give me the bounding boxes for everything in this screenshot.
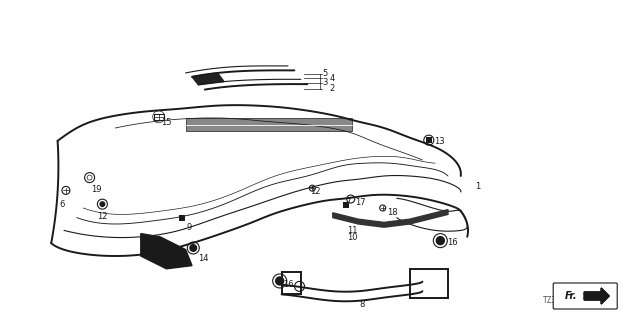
Text: 19: 19	[91, 185, 101, 194]
Bar	[186, 118, 352, 131]
Bar	[342, 202, 349, 208]
Polygon shape	[192, 73, 224, 85]
Polygon shape	[333, 210, 448, 227]
Text: 13: 13	[434, 137, 445, 146]
Bar	[179, 215, 186, 220]
Text: 7: 7	[346, 198, 351, 207]
Text: 12: 12	[97, 212, 108, 221]
Text: 3: 3	[322, 78, 327, 87]
Text: 16: 16	[283, 280, 294, 289]
Text: 16: 16	[447, 238, 458, 247]
Text: 6: 6	[59, 200, 64, 209]
Polygon shape	[141, 234, 192, 269]
Text: 1: 1	[475, 182, 480, 191]
Text: 9: 9	[187, 223, 192, 232]
Circle shape	[436, 237, 444, 244]
Text: 2: 2	[330, 84, 335, 93]
FancyBboxPatch shape	[553, 283, 617, 309]
Text: 10: 10	[348, 233, 358, 242]
Circle shape	[189, 244, 197, 252]
Text: TZ3484650: TZ3484650	[542, 296, 584, 305]
Text: 5: 5	[322, 69, 327, 78]
Text: Fr.: Fr.	[564, 291, 577, 301]
Text: 17: 17	[355, 198, 366, 207]
Text: 14: 14	[198, 254, 209, 263]
Text: 15: 15	[161, 118, 172, 127]
Text: 11: 11	[348, 226, 358, 235]
Polygon shape	[584, 288, 609, 304]
Text: 18: 18	[387, 208, 398, 217]
Polygon shape	[584, 288, 609, 304]
Text: 4: 4	[330, 74, 335, 83]
Text: Fr.: Fr.	[566, 291, 579, 301]
Bar	[426, 137, 432, 143]
Circle shape	[99, 201, 106, 207]
Circle shape	[276, 277, 284, 285]
Text: 8: 8	[360, 300, 365, 309]
Text: 12: 12	[310, 187, 320, 196]
Bar	[154, 114, 164, 120]
